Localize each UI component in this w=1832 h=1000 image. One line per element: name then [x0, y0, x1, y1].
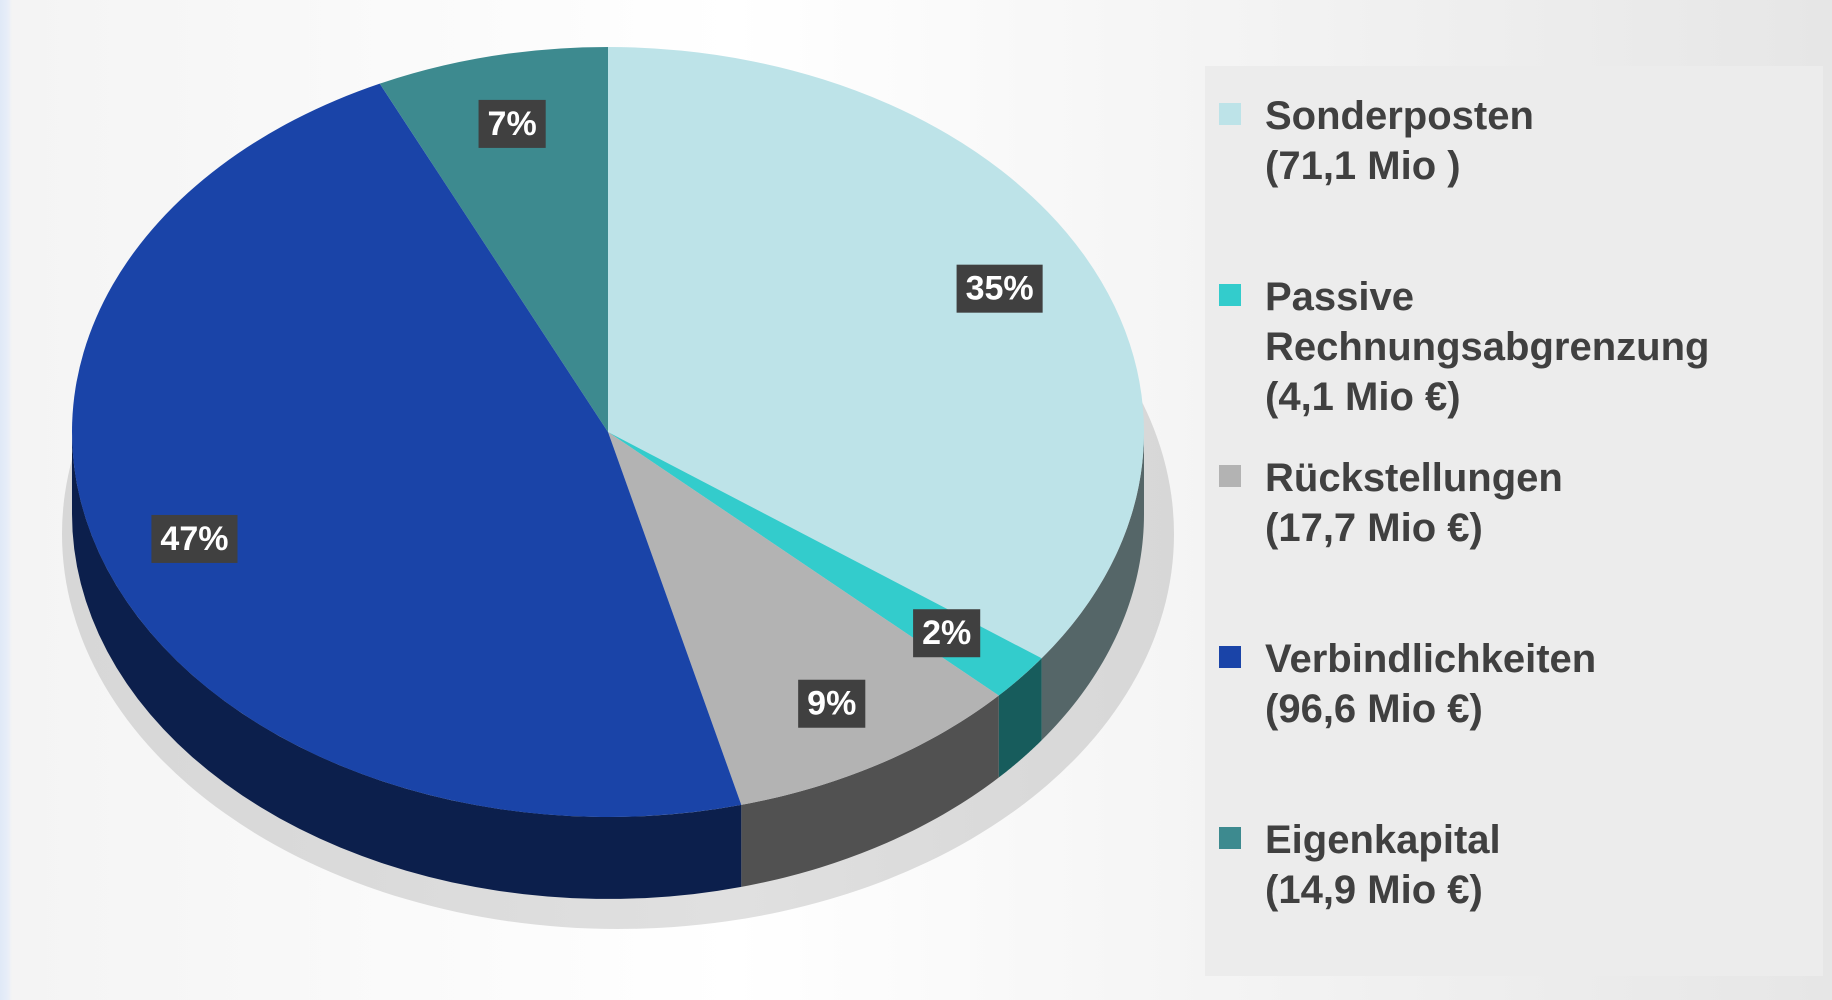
data-label-box [151, 514, 238, 563]
legend-label: Eigenkapital (14,9 Mio €) [1265, 818, 1501, 912]
data-label-text: 47% [160, 520, 228, 558]
legend-label: Rückstellungen (17,7 Mio €) [1265, 456, 1563, 550]
data-label: 35% [956, 264, 1043, 313]
data-label-box [798, 679, 866, 728]
data-label-text: 7% [488, 105, 537, 143]
data-label: 9% [798, 679, 866, 728]
legend-swatch [1219, 646, 1241, 668]
data-label: 47% [151, 514, 238, 563]
legend-label: Passive Rechnungsabgrenzung (4,1 Mio €) [1265, 275, 1710, 419]
legend-swatch [1219, 103, 1241, 125]
data-label: 7% [478, 99, 546, 148]
pie-slice [71, 83, 742, 817]
data-label-box [478, 99, 546, 148]
pie-slice [379, 47, 608, 432]
slice-side [998, 658, 1042, 778]
data-label-text: 35% [966, 270, 1034, 308]
chart: 35% 2% 9% 47% 7% [62, 47, 1174, 929]
data-label-text: 9% [807, 685, 856, 723]
data-label: 2% [913, 609, 981, 658]
pie-slice [608, 432, 999, 805]
legend-swatch [1219, 827, 1241, 849]
pie-slice [608, 47, 1144, 659]
slice-side [741, 695, 999, 887]
legend-label: Sonderposten (71,1 Mio ) [1265, 94, 1534, 188]
data-label-text: 2% [922, 614, 971, 652]
data-label-box [913, 609, 981, 658]
legend-label: Verbindlichkeiten (96,6 Mio €) [1265, 637, 1597, 731]
data-label-box [956, 264, 1043, 313]
legend-swatch [1219, 465, 1241, 487]
slice-side [72, 432, 742, 899]
legend-swatch [1219, 284, 1241, 306]
legend: Sonderposten (71,1 Mio ) Passive Rechnung… [1205, 66, 1823, 976]
slice-side [1041, 432, 1144, 741]
